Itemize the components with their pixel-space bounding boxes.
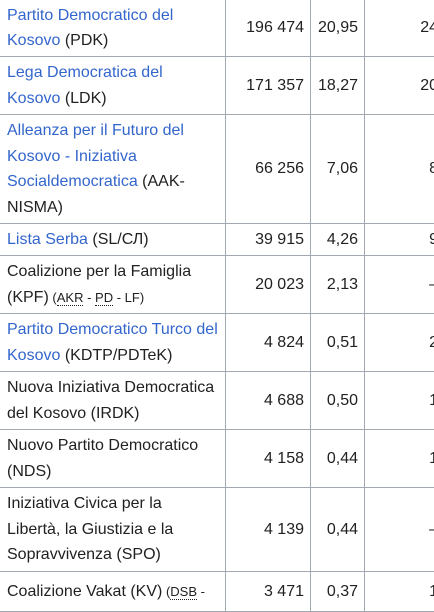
seats-cell: 8	[365, 115, 434, 224]
votes-cell: 171 357	[226, 57, 311, 115]
percent-cell: 0,51	[311, 314, 365, 372]
party-name-cell: Partito Democratico Turco del Kosovo (KD…	[0, 314, 226, 372]
table-row: Partito Democratico Turco del Kosovo (KD…	[0, 314, 434, 372]
party-name-cell: Nuovo Partito Democratico (NDS)	[0, 430, 226, 488]
percent-cell: 7,06	[311, 115, 365, 224]
party-name: Nuova Iniziativa Democratica del Kosovo …	[7, 379, 214, 422]
party-name-cell: Lista Serba (SL/СЛ)	[0, 224, 226, 256]
table-row: Iniziativa Civica per la Libertà, la Giu…	[0, 488, 434, 572]
coalition-tail: LF)	[125, 290, 145, 305]
party-name: Nuovo Partito Democratico (NDS)	[7, 437, 198, 480]
seats-cell: 1	[365, 372, 434, 430]
votes-cell: 20 023	[226, 256, 311, 314]
votes-cell: 4 158	[226, 430, 311, 488]
seats-cell: 2	[365, 314, 434, 372]
party-name-cell: Partito Democratico del Kosovo (PDK)	[0, 0, 226, 57]
votes-cell: 4 688	[226, 372, 311, 430]
votes-cell: 3 471	[226, 572, 311, 612]
table-row: Lega Democratica del Kosovo (LDK)171 357…	[0, 57, 434, 115]
seats-cell: –	[365, 488, 434, 572]
party-name: Coalizione Vakat (KV)	[7, 583, 162, 600]
votes-cell: 39 915	[226, 224, 311, 256]
votes-cell: 66 256	[226, 115, 311, 224]
percent-cell: 0,50	[311, 372, 365, 430]
coalition-open: (	[49, 290, 57, 305]
party-name: Iniziativa Civica per la Libertà, la Giu…	[7, 495, 173, 563]
percent-cell: 4,26	[311, 224, 365, 256]
coalition-member-abbr[interactable]: AKR	[57, 290, 84, 306]
party-abbreviation: (SL/СЛ)	[88, 231, 149, 248]
seats-cell: 20	[365, 57, 434, 115]
votes-cell: 4 139	[226, 488, 311, 572]
party-name-cell: Coalizione per la Famiglia (KPF) (AKR - …	[0, 256, 226, 314]
coalition-member-abbr[interactable]: DSB	[170, 584, 197, 600]
coalition-members: (AKR - PD - LF)	[49, 290, 144, 306]
seats-cell: 1	[365, 430, 434, 488]
table-row: Partito Democratico del Kosovo (PDK)196 …	[0, 0, 434, 57]
party-name-cell: Coalizione Vakat (KV) (DSB -	[0, 572, 226, 612]
table-row: Alleanza per il Futuro del Kosovo - Iniz…	[0, 115, 434, 224]
seats-cell: 9	[365, 224, 434, 256]
seats-cell: 1	[365, 572, 434, 612]
percent-cell: 20,95	[311, 0, 365, 57]
seats-cell: 24	[365, 0, 434, 57]
party-abbreviation: (KDTP/PDTeK)	[60, 347, 172, 364]
percent-cell: 0,44	[311, 488, 365, 572]
percent-cell: 2,13	[311, 256, 365, 314]
percent-cell: 0,37	[311, 572, 365, 612]
party-link[interactable]: Lista Serba	[7, 231, 88, 248]
coalition-members: (DSB -	[162, 584, 205, 600]
party-name-cell: Lega Democratica del Kosovo (LDK)	[0, 57, 226, 115]
percent-cell: 0,44	[311, 430, 365, 488]
party-abbreviation: (LDK)	[60, 90, 106, 107]
party-abbreviation: (PDK)	[60, 32, 108, 49]
votes-cell: 4 824	[226, 314, 311, 372]
seats-cell: –	[365, 256, 434, 314]
party-name-cell: Nuova Iniziativa Democratica del Kosovo …	[0, 372, 226, 430]
party-name-cell: Alleanza per il Futuro del Kosovo - Iniz…	[0, 115, 226, 224]
table-row: Nuova Iniziativa Democratica del Kosovo …	[0, 372, 434, 430]
table-row: Coalizione per la Famiglia (KPF) (AKR - …	[0, 256, 434, 314]
votes-cell: 196 474	[226, 0, 311, 57]
percent-cell: 18,27	[311, 57, 365, 115]
party-name-cell: Iniziativa Civica per la Libertà, la Giu…	[0, 488, 226, 572]
coalition-member-abbr[interactable]: PD	[95, 290, 113, 306]
